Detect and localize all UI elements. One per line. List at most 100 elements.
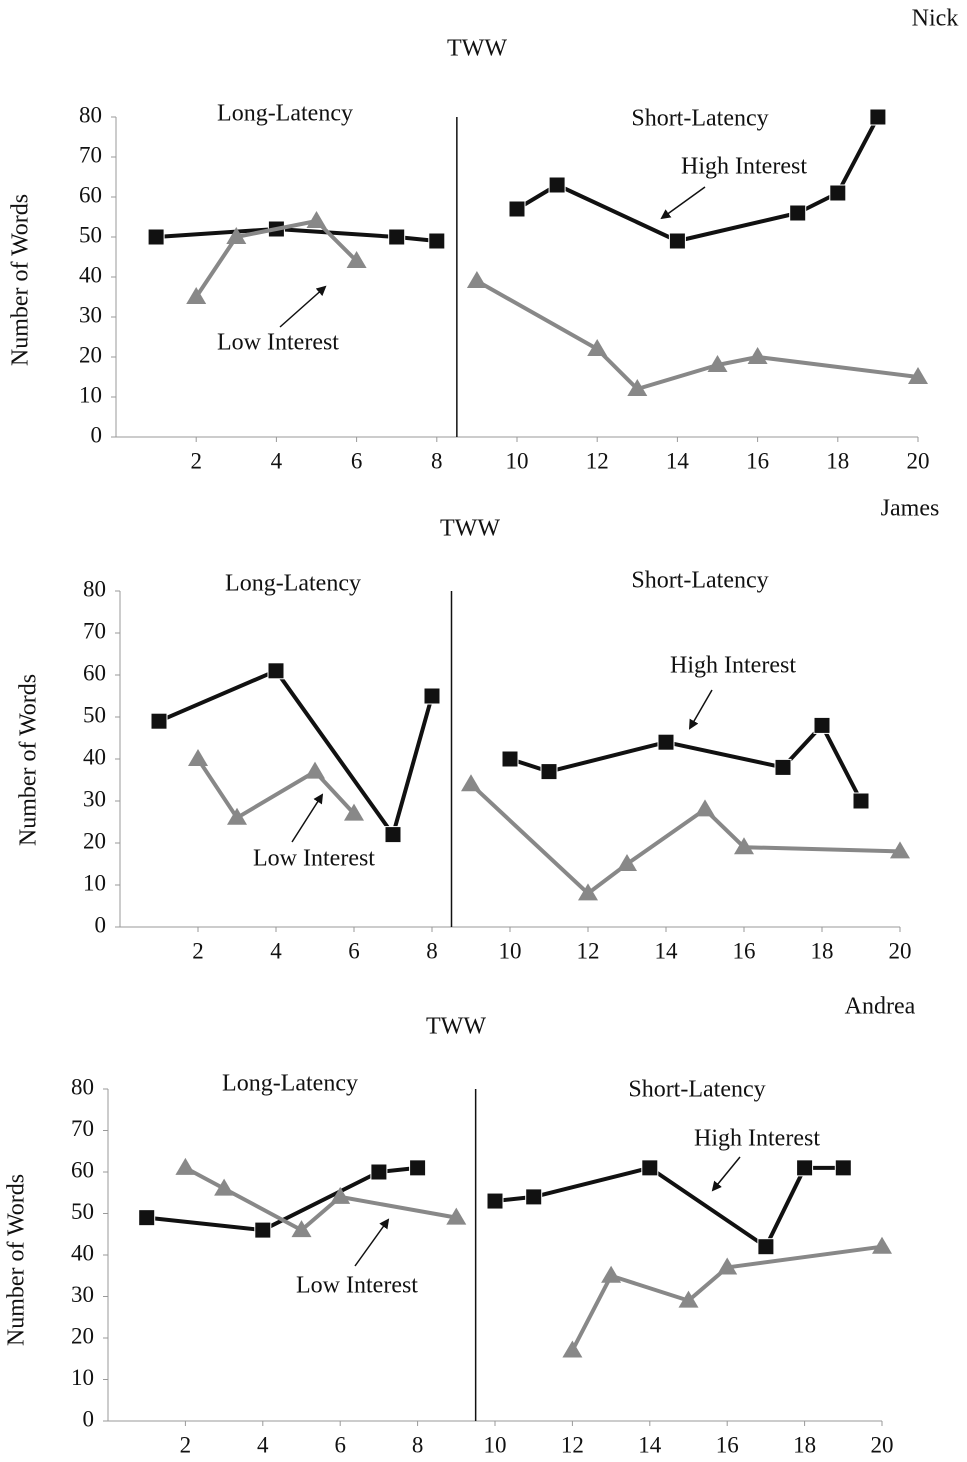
y-tick-label: 70 [71,1116,94,1141]
triangle-marker [214,1178,235,1196]
triangle-marker [227,807,247,825]
participant-name: Andrea [845,994,916,1020]
y-tick-label: 30 [79,302,102,327]
square-marker [388,228,406,246]
y-tick-label: 50 [83,702,106,727]
square-marker [757,1238,775,1256]
series-annotation: Low Interest [296,1273,418,1299]
square-marker [834,1159,852,1177]
x-tick-label: 4 [270,938,282,963]
participant-name: Nick [912,6,959,32]
chart-title: TWW [426,1014,486,1040]
square-marker [147,228,165,246]
phase-label: Short-Latency [631,568,768,594]
y-tick-label: 0 [91,422,103,447]
series-annotation: Low Interest [217,330,339,356]
x-tick-label: 18 [793,1432,816,1457]
triangle-marker [872,1236,892,1254]
triangle-marker [678,1290,699,1308]
y-tick-label: 80 [83,576,106,601]
triangle-marker [461,774,481,792]
y-tick-label: 40 [83,744,106,769]
series-line [158,668,434,837]
square-marker [796,1159,814,1177]
triangle-marker [306,211,327,228]
y-tick-label: 60 [83,660,106,685]
square-marker [540,763,558,781]
square-marker [384,826,402,844]
y-tick-label: 20 [83,828,106,853]
y-tick-label: 30 [83,786,106,811]
square-marker [789,204,807,222]
y-axis-label: Number of Words [4,1174,30,1346]
series-line [194,219,359,299]
square-marker [138,1209,156,1227]
y-tick-label: 60 [71,1157,94,1182]
y-tick-label: 80 [79,102,102,127]
y-tick-label: 0 [83,1406,95,1431]
y-tick-label: 10 [83,870,106,895]
square-marker [254,1221,272,1239]
square-marker [508,200,526,218]
square-marker [370,1163,388,1181]
x-tick-label: 16 [733,938,756,963]
triangle-marker [305,761,325,779]
x-tick-label: 8 [412,1432,424,1457]
triangle-marker [717,1257,738,1275]
x-tick-label: 6 [348,938,360,963]
x-tick-label: 20 [907,448,930,473]
y-tick-label: 40 [79,262,102,287]
square-marker [829,184,847,202]
x-tick-label: 14 [666,448,690,473]
series-line [196,757,356,820]
triangle-marker [890,841,910,859]
series-annotation: High Interest [694,1126,820,1152]
x-tick-label: 6 [351,448,363,473]
square-marker [548,176,566,194]
triangle-marker [908,367,928,384]
series-line [475,279,919,391]
square-marker [267,662,285,680]
y-tick-label: 50 [71,1199,94,1224]
series-annotation: High Interest [670,653,796,679]
x-tick-label: 18 [826,448,849,473]
phase-label: Short-Latency [631,106,768,132]
y-tick-label: 0 [95,912,107,937]
square-marker [501,750,519,768]
y-tick-label: 80 [71,1074,94,1099]
square-marker [641,1159,659,1177]
series-line [146,1165,418,1233]
y-tick-label: 10 [79,382,102,407]
triangle-marker [747,347,768,364]
x-tick-label: 12 [561,1432,584,1457]
annotation-arrow [711,1156,741,1192]
triangle-marker [175,1157,196,1175]
phase-label: Long-Latency [225,571,361,597]
triangle-marker [562,1340,583,1358]
series-line [509,723,863,802]
x-tick-label: 10 [499,938,522,963]
y-tick-label: 70 [83,618,106,643]
triangle-marker [627,379,648,396]
annotation-arrow [279,285,327,328]
x-tick-label: 12 [577,938,600,963]
y-axis-label: Number of Words [8,194,34,366]
series-line [494,1165,844,1249]
x-tick-label: 2 [190,448,202,473]
square-marker [668,232,686,250]
x-tick-label: 2 [192,938,204,963]
participant-name: James [881,496,940,522]
triangle-marker [291,1220,312,1238]
y-tick-label: 10 [71,1365,94,1390]
triangle-marker [446,1207,467,1225]
square-marker [423,687,441,705]
triangle-marker [346,251,367,268]
x-tick-label: 4 [257,1432,269,1457]
series-annotation: High Interest [681,154,807,180]
x-tick-label: 14 [638,1432,662,1457]
triangle-marker [330,1186,351,1204]
square-marker [657,733,675,751]
x-tick-label: 16 [716,1432,739,1457]
square-marker [774,758,792,776]
